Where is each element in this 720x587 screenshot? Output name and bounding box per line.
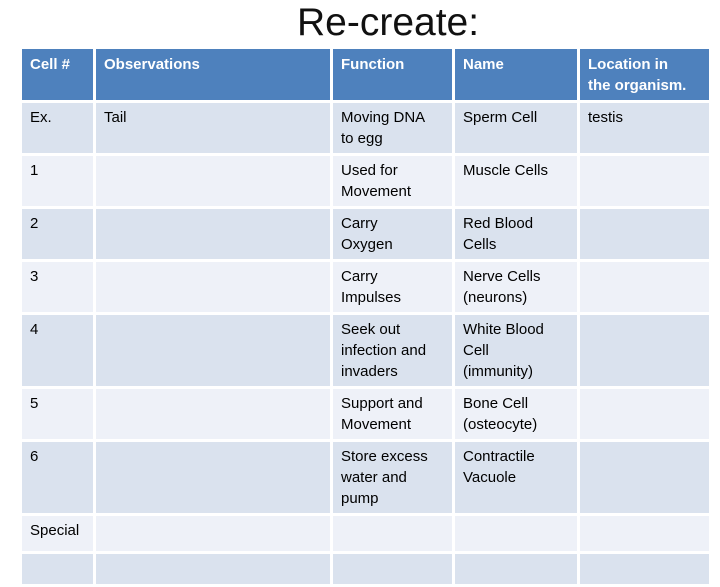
observations-cell — [96, 554, 330, 584]
cell-num-cell: Ex. — [22, 103, 93, 153]
location-cell — [580, 156, 709, 206]
cells-table: Cell # Observations Function Name Locati… — [19, 46, 712, 587]
cell-num-cell: 6 — [22, 442, 93, 513]
function-cell — [333, 516, 452, 551]
cell-num-cell: 4 — [22, 315, 93, 386]
name-cell: Bone Cell (osteocyte) — [455, 389, 577, 439]
table-row-6: 6 Store excess water and pump Contractil… — [22, 442, 709, 513]
observations-cell — [96, 389, 330, 439]
location-cell — [580, 389, 709, 439]
cell-num-cell: 5 — [22, 389, 93, 439]
name-cell: Nerve Cells (neurons) — [455, 262, 577, 312]
name-cell: Sperm Cell — [455, 103, 577, 153]
name-cell: Muscle Cells — [455, 156, 577, 206]
location-cell — [580, 209, 709, 259]
slide-canvas: { "title": "Re-create:", "colors": { "he… — [22, 1, 709, 584]
location-cell — [580, 516, 709, 551]
column-header-cell-num: Cell # — [22, 49, 93, 100]
name-cell — [455, 516, 577, 551]
cell-num-cell: 3 — [22, 262, 93, 312]
function-cell: Moving DNA to egg — [333, 103, 452, 153]
observations-cell — [96, 315, 330, 386]
location-cell: testis — [580, 103, 709, 153]
location-cell — [580, 262, 709, 312]
name-cell: White Blood Cell (immunity) — [455, 315, 577, 386]
function-cell: Used for Movement — [333, 156, 452, 206]
table-row-1: 1 Used for Movement Muscle Cells — [22, 156, 709, 206]
function-cell: Seek out infection and invaders — [333, 315, 452, 386]
table-row-4: 4 Seek out infection and invaders White … — [22, 315, 709, 386]
table-row-ex: Ex. Tail Moving DNA to egg Sperm Cell te… — [22, 103, 709, 153]
table-row-partial — [22, 554, 709, 584]
slide-title: Re-create: — [297, 1, 480, 44]
function-cell — [333, 554, 452, 584]
cell-num-cell: Special — [22, 516, 93, 551]
observations-cell — [96, 209, 330, 259]
location-cell — [580, 315, 709, 386]
cell-num-cell: 2 — [22, 209, 93, 259]
table-row-2: 2 Carry Oxygen Red Blood Cells — [22, 209, 709, 259]
function-cell: Carry Oxygen — [333, 209, 452, 259]
column-header-location: Location in the organism. — [580, 49, 709, 100]
function-cell: Store excess water and pump — [333, 442, 452, 513]
function-cell: Carry Impulses — [333, 262, 452, 312]
column-header-observations: Observations — [96, 49, 330, 100]
table-row-3: 3 Carry Impulses Nerve Cells (neurons) — [22, 262, 709, 312]
column-header-function: Function — [333, 49, 452, 100]
observations-cell — [96, 156, 330, 206]
name-cell: Contractile Vacuole — [455, 442, 577, 513]
cell-num-cell: 1 — [22, 156, 93, 206]
observations-cell — [96, 262, 330, 312]
name-cell: Red Blood Cells — [455, 209, 577, 259]
location-cell — [580, 554, 709, 584]
name-cell — [455, 554, 577, 584]
function-cell: Support and Movement — [333, 389, 452, 439]
cell-num-cell — [22, 554, 93, 584]
observations-cell: Tail — [96, 103, 330, 153]
table-row-5: 5 Support and Movement Bone Cell (osteoc… — [22, 389, 709, 439]
location-cell — [580, 442, 709, 513]
observations-cell — [96, 516, 330, 551]
observations-cell — [96, 442, 330, 513]
table-header-row: Cell # Observations Function Name Locati… — [22, 49, 709, 100]
table-row-special: Special — [22, 516, 709, 551]
column-header-name: Name — [455, 49, 577, 100]
